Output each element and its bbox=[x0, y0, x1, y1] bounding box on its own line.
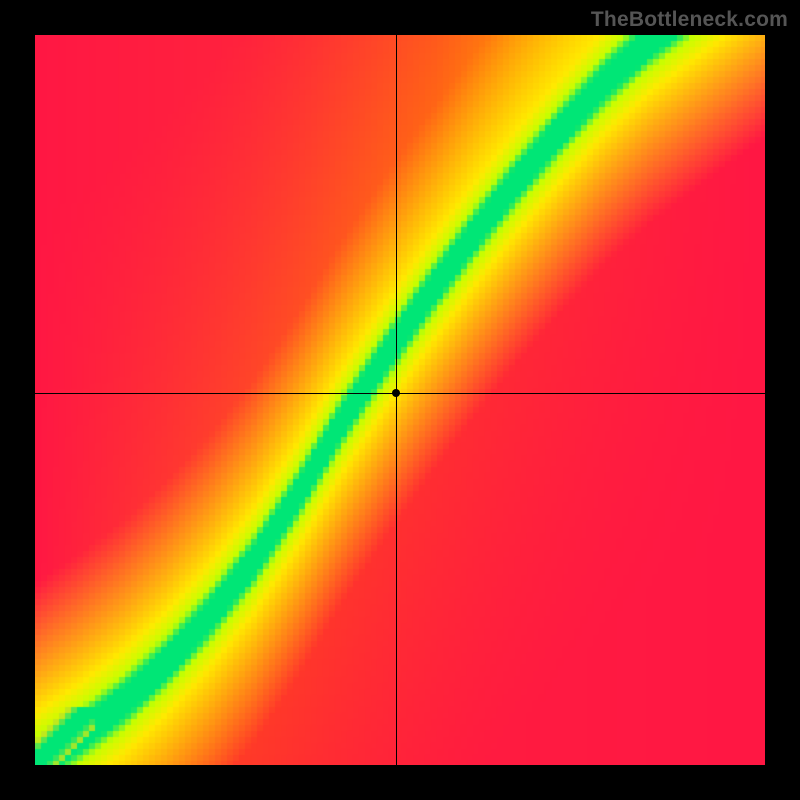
crosshair-marker bbox=[392, 389, 400, 397]
watermark-text: TheBottleneck.com bbox=[591, 8, 788, 32]
plot-area bbox=[35, 35, 765, 765]
crosshair-vertical bbox=[396, 35, 397, 765]
heatmap-canvas bbox=[35, 35, 765, 765]
chart-container: TheBottleneck.com bbox=[0, 0, 800, 800]
